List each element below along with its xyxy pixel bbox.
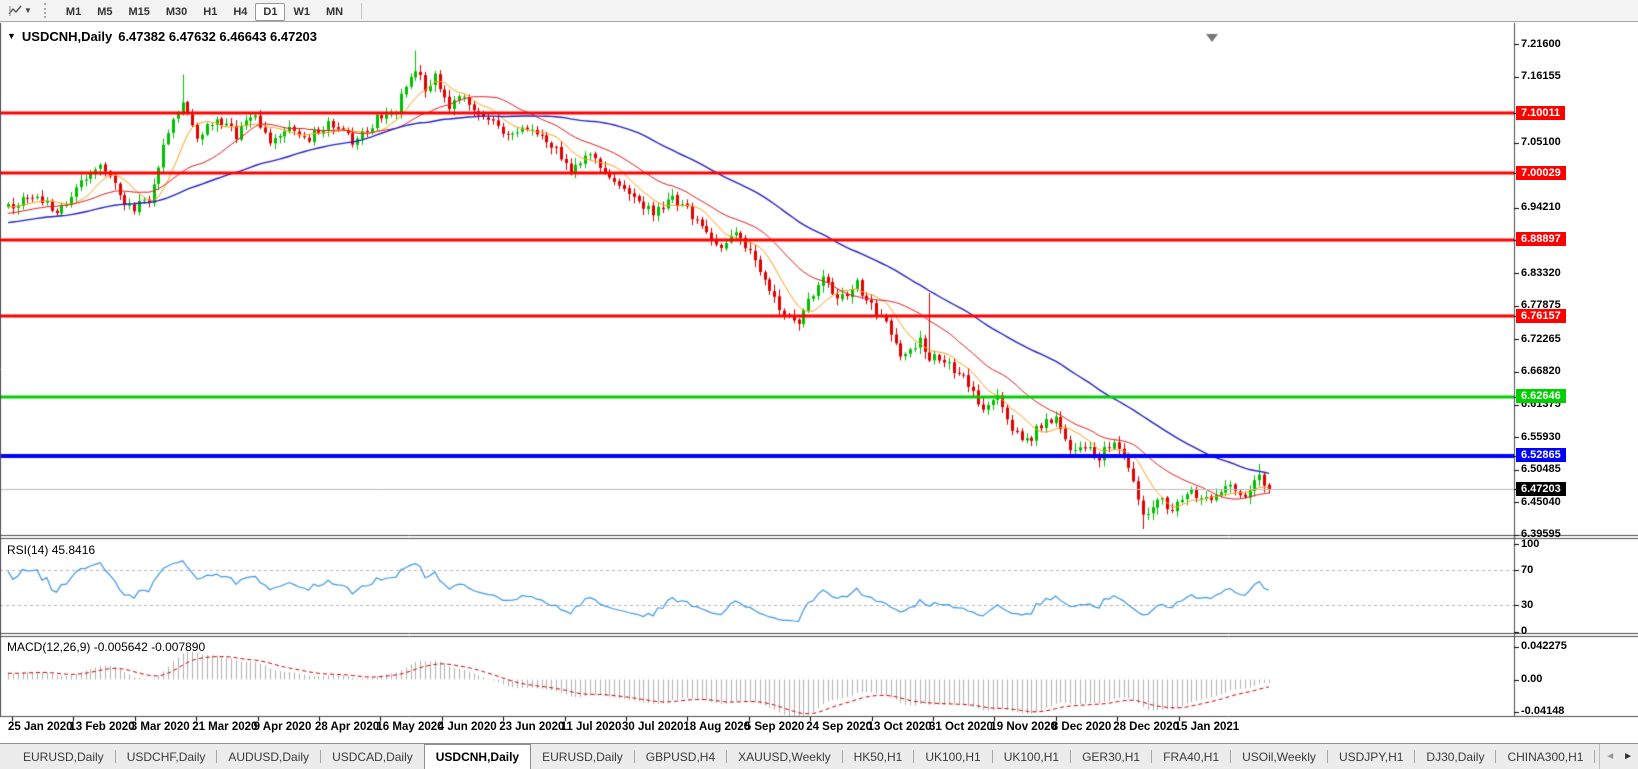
timeframe-button-mn[interactable]: MN [325,5,344,18]
tab-separator [1495,750,1497,763]
chart-tab-xauusd-weekly[interactable]: XAUUSD,Weekly [738,749,831,764]
tab-separator [841,750,843,763]
tab-bar: EURUSD,Daily USDCHF,Daily AUDUSD,Daily USDC… [0,743,1638,769]
chart-mode-button[interactable]: ▼ [5,3,35,19]
chart-tab-eurusd-daily[interactable]: EURUSD,Daily [542,749,623,764]
chart-tab-dj30-daily[interactable]: DJ30,Daily [1426,749,1485,764]
chart-tab-uk100-h1[interactable]: UK100,H1 [1003,749,1060,764]
chart-tab-audusd-daily[interactable]: AUDUSD,Daily [228,749,310,764]
timeframe-button-d1[interactable]: D1 [255,2,286,21]
chart-tab-hk50-h1[interactable]: HK50,H1 [853,749,903,764]
chart-tab-china300-h1[interactable]: CHINA300,H1 [1507,749,1584,764]
chart-tab-gbpusd-h4[interactable]: GBPUSD,H4 [645,749,716,764]
chart-tab-fra40-h1[interactable]: FRA40,H1 [1163,749,1220,764]
chart-tab-ger30-h1[interactable]: GER30,H1 [1082,749,1141,764]
chart-tab-uk100-h1[interactable]: UK100,H1 [925,749,981,764]
timeframe-button-m30[interactable]: M30 [165,5,188,18]
timeframe-buttons: M1 M5 M15 M30 H1 H4 D1 W1 MN [58,2,351,21]
tabs-holder: EURUSD,Daily USDCHF,Daily AUDUSD,Daily USDC… [12,744,1623,769]
timeframe-button-m15[interactable]: M15 [128,5,150,18]
tab-separator [1151,750,1153,763]
chart-tab-usoil-weekly[interactable]: USOil,Weekly [1242,749,1316,764]
toolbar: ▼ M1 M5 M15 M30 H1 H4 D1 W1 MN [0,0,1638,22]
chevron-down-icon: ▼ [24,5,32,15]
chart-tab-usdchf-daily[interactable]: USDCHF,Daily [126,749,206,764]
tab-scroll-left[interactable]: ◄ [1605,750,1616,762]
chart-tab-eurusd-daily[interactable]: EURUSD,Daily [23,749,104,764]
chart-tab-usdcnh-daily[interactable]: USDCNH,Daily [423,744,532,769]
tab-scroll-arrows: ◄ ► [1599,744,1638,769]
tab-separator [1070,750,1072,763]
timeframe-button-h4[interactable]: H4 [233,5,248,18]
tab-separator [320,750,322,763]
tab-separator [1414,750,1416,763]
chart-tab-usdjpy-h1[interactable]: USDJPY,H1 [1338,749,1404,764]
tab-separator [726,750,728,763]
tab-separator [991,750,993,763]
tab-separator [1326,750,1328,763]
tab-separator [216,750,218,763]
tab-scroll-right[interactable]: ► [1623,750,1633,762]
chart-mode-icon [8,5,22,16]
tab-separator [633,750,635,763]
toolbar-separator [361,2,363,19]
timeframe-button-m5[interactable]: M5 [97,5,113,18]
tab-separator [114,750,116,763]
timeframe-button-m1[interactable]: M1 [65,5,82,18]
chart-tab-usdcad-daily[interactable]: USDCAD,Daily [332,749,413,764]
tab-separator [913,750,915,763]
toolbar-grip [43,3,49,18]
tab-separator [1594,750,1596,763]
timeframe-button-h1[interactable]: H1 [203,5,218,18]
tab-separator [1230,750,1232,763]
timeframe-button-w1[interactable]: W1 [293,5,310,18]
